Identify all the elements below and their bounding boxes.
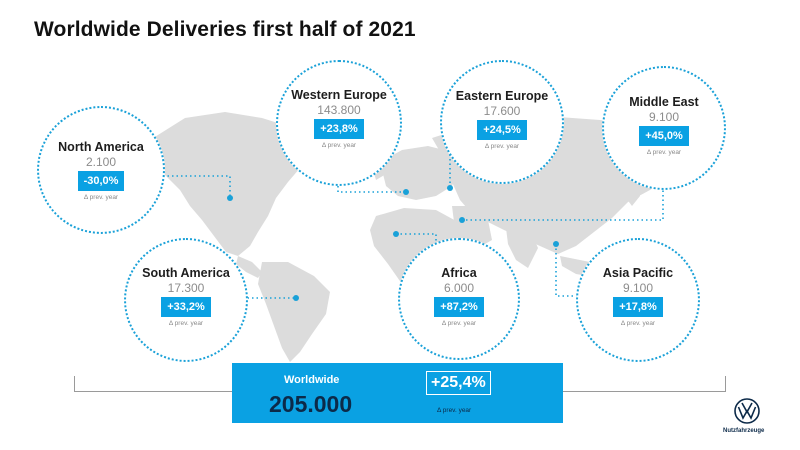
bracket-tick-left — [74, 376, 75, 392]
prev-year-label: Δ prev. year — [441, 320, 477, 327]
prev-year-label: Δ prev. year — [646, 149, 682, 156]
bubble-asia-pacific: Asia Pacific 9.100 +17,8% Δ prev. year — [576, 238, 700, 362]
prev-year-label: Δ prev. year — [484, 143, 520, 150]
prev-year-label: Δ prev. year — [168, 320, 204, 327]
region-name: South America — [142, 266, 230, 280]
middle-east-shape — [452, 206, 492, 248]
japan-shape — [626, 180, 640, 206]
region-change-badge: +23,8% — [314, 119, 364, 139]
prev-year-label: Δ prev. year — [321, 142, 357, 149]
region-name: Western Europe — [291, 88, 387, 102]
bubble-western-europe: Western Europe 143.800 +23,8% Δ prev. ye… — [276, 60, 402, 186]
bubble-middle-east: Middle East 9.100 +45,0% Δ prev. year — [602, 66, 726, 190]
region-value: 2.100 — [85, 155, 117, 169]
region-name: Middle East — [629, 95, 699, 109]
region-change-badge: +33,2% — [161, 297, 211, 317]
region-change-badge: -30,0% — [77, 171, 125, 191]
region-change-badge: +45,0% — [639, 126, 689, 146]
connector-middle-east — [462, 186, 664, 221]
worldwide-value: 205.000 — [269, 391, 353, 417]
vw-logo-icon — [734, 398, 760, 424]
europe-shape — [380, 146, 460, 200]
bubble-north-america: North America 2.100 -30,0% Δ prev. year — [37, 106, 165, 234]
worldwide-prev-year-label: Δ prev. year — [437, 407, 472, 414]
worldwide-label: Worldwide — [284, 374, 340, 386]
dot-africa — [393, 231, 399, 237]
prev-year-label: Δ prev. year — [620, 320, 656, 327]
region-name: Africa — [441, 266, 477, 280]
region-name: Eastern Europe — [455, 89, 549, 103]
region-value: 17.600 — [483, 104, 521, 118]
dot-south-america — [293, 295, 299, 301]
region-change-badge: +17,8% — [613, 297, 663, 317]
bubble-eastern-europe: Eastern Europe 17.600 +24,5% Δ prev. yea… — [440, 60, 564, 184]
worldwide-change-badge: +25,4% — [426, 371, 491, 395]
connector-north-america — [163, 175, 231, 198]
region-value: 6.000 — [443, 281, 475, 295]
dot-middle-east — [459, 217, 465, 223]
south-america-shape — [258, 262, 330, 362]
region-name: North America — [58, 140, 144, 154]
dot-asia-pacific — [553, 241, 559, 247]
bracket-line-right — [563, 391, 726, 392]
india-shape — [506, 228, 538, 268]
region-change-badge: +87,2% — [434, 297, 484, 317]
dot-eastern-europe — [447, 185, 453, 191]
region-value: 9.100 — [648, 110, 680, 124]
region-value: 9.100 — [622, 281, 654, 295]
region-name: Asia Pacific — [602, 266, 674, 280]
connector-western-europe — [337, 168, 406, 193]
worldwide-summary: Worldwide 205.000 +25,4% Δ prev. year — [232, 363, 563, 423]
north-america-shape — [150, 112, 312, 256]
dot-north-america — [227, 195, 233, 201]
region-change-badge: +24,5% — [477, 120, 527, 140]
region-value: 17.300 — [167, 281, 205, 295]
region-value: 143.800 — [317, 103, 361, 117]
central-america-shape — [236, 256, 262, 278]
connector-dots — [227, 185, 559, 301]
prev-year-label: Δ prev. year — [83, 194, 119, 201]
bubble-africa: Africa 6.000 +87,2% Δ prev. year — [398, 238, 520, 360]
dot-western-europe — [403, 189, 409, 195]
brand-tagline: Nutzfahrzeuge — [723, 428, 765, 434]
bracket-line-left — [74, 391, 232, 392]
bracket-tick-right — [725, 376, 726, 392]
bubble-south-america: South America 17.300 +33,2% Δ prev. year — [124, 238, 248, 362]
page-title: Worldwide Deliveries first half of 2021 — [34, 18, 416, 41]
